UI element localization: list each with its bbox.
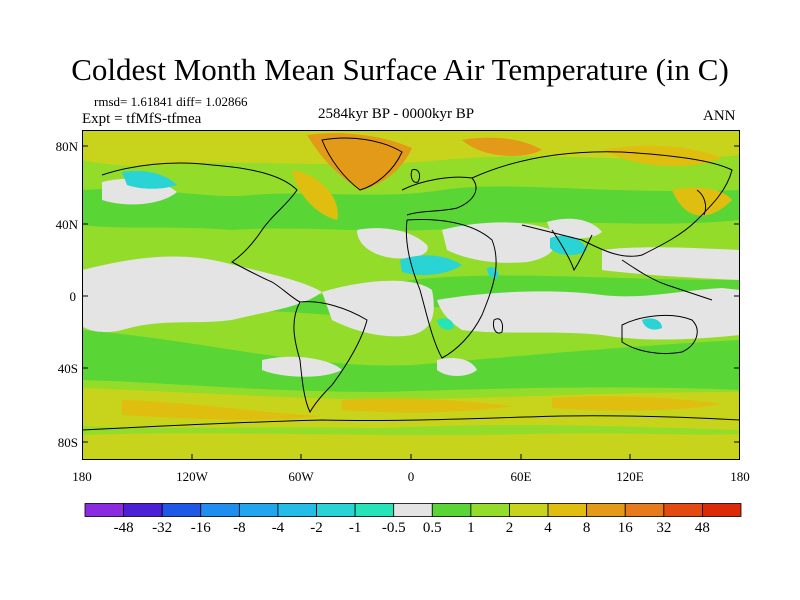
colorbar-swatch <box>277 503 317 517</box>
colorbar-swatch <box>316 503 356 517</box>
colorbar-label: -4 <box>271 520 285 536</box>
neutral-region <box>322 280 434 337</box>
coast-madagascar <box>493 318 503 334</box>
colorbar-swatch <box>200 503 240 517</box>
colorbar-label: 2 <box>505 520 514 536</box>
lat-label: 40N <box>55 217 78 232</box>
contour-band <box>342 398 512 413</box>
colorbar-label: 1 <box>467 520 475 536</box>
contour-band <box>602 145 722 167</box>
lat-label: 0 <box>69 289 77 304</box>
colorbar-swatch <box>663 503 703 517</box>
map-ticks <box>82 145 740 460</box>
colorbar-label: 0.5 <box>422 520 442 536</box>
neutral-region <box>602 247 740 280</box>
contour-band <box>82 433 740 460</box>
period-label: 2584kyr BP - 0000kyr BP <box>318 106 475 122</box>
cool-patch <box>642 318 662 330</box>
lat-label: 40S <box>57 361 78 376</box>
colorbar-swatch <box>586 503 626 517</box>
coast-india <box>551 229 593 272</box>
map-title: Coldest Month Mean Surface Air Temperatu… <box>71 52 729 87</box>
lon-label: 180 <box>72 469 92 484</box>
colorbar-label: -1 <box>348 520 362 536</box>
coast-japan <box>696 189 707 216</box>
lat-label: 80N <box>55 139 78 154</box>
colorbar-swatch <box>509 503 549 517</box>
contour-band <box>307 133 412 190</box>
coast-uk <box>410 169 421 183</box>
contour-band <box>552 396 722 411</box>
colorbar-label: -2 <box>310 520 323 536</box>
coastlines <box>82 137 740 431</box>
neutral-region <box>357 228 428 259</box>
coast-north-america <box>101 162 301 303</box>
colorbar <box>84 503 742 517</box>
colorbar-swatch <box>84 503 124 517</box>
coast-australia <box>621 315 698 355</box>
neutral-region <box>442 222 556 263</box>
colorbar-label: 16 <box>617 520 633 536</box>
colorbar-label: -8 <box>233 520 246 536</box>
lat-label: 80S <box>57 435 78 450</box>
colorbar-label: 8 <box>582 520 591 536</box>
season-label: ANN <box>703 108 736 124</box>
cool-patch <box>400 255 462 276</box>
neutral-region <box>437 288 740 340</box>
colorbar-label: 48 <box>694 520 710 536</box>
neutral-region <box>262 356 342 377</box>
contour-band <box>462 137 542 156</box>
colorbar-swatch <box>123 503 163 517</box>
lon-label: 120E <box>616 469 644 484</box>
colorbar-swatch <box>624 503 665 517</box>
colorbar-swatch <box>238 503 279 517</box>
contour-band <box>292 170 338 220</box>
coast-africa <box>405 219 497 359</box>
colorbar-swatch <box>393 503 433 517</box>
colorbar-label: -0.5 <box>381 520 406 536</box>
lon-label: 180 <box>730 469 750 484</box>
contour-band <box>672 187 732 216</box>
colorbar-label: -16 <box>190 520 211 536</box>
colorbar-swatch <box>702 503 742 517</box>
lon-label: 120W <box>176 469 208 484</box>
colorbar-label: 32 <box>656 520 672 536</box>
experiment-label: Expt = tfMfS-tfmea <box>82 111 202 127</box>
cool-patch <box>122 170 177 189</box>
stats-text: rmsd= 1.61841 diff= 1.02866 <box>94 94 248 109</box>
neutral-region <box>547 218 602 239</box>
colorbar-swatch <box>354 503 395 517</box>
coast-southeast-asia <box>621 259 713 301</box>
lon-label: 60W <box>288 469 314 484</box>
lon-label: 60E <box>510 469 532 484</box>
coast-greenland <box>321 137 403 191</box>
colorbar-swatch <box>161 503 202 517</box>
neutral-region <box>82 256 322 333</box>
colorbar-label: -32 <box>152 520 173 536</box>
colorbar-label: -48 <box>113 520 134 536</box>
coast-south-america <box>293 301 368 414</box>
coast-europe <box>401 176 477 216</box>
coast-antarctica <box>82 415 740 431</box>
coast-asia <box>471 151 733 257</box>
colorbar-swatch <box>547 503 588 517</box>
colorbar-label: 4 <box>544 520 552 536</box>
cool-patch <box>437 318 454 330</box>
contour-band <box>122 400 322 420</box>
temperature-map <box>82 130 740 460</box>
colorbar-swatch <box>431 503 472 517</box>
contour-band <box>82 330 740 392</box>
colorbar-swatch <box>470 503 510 517</box>
neutral-region <box>437 358 477 376</box>
lon-label: 0 <box>407 469 415 484</box>
